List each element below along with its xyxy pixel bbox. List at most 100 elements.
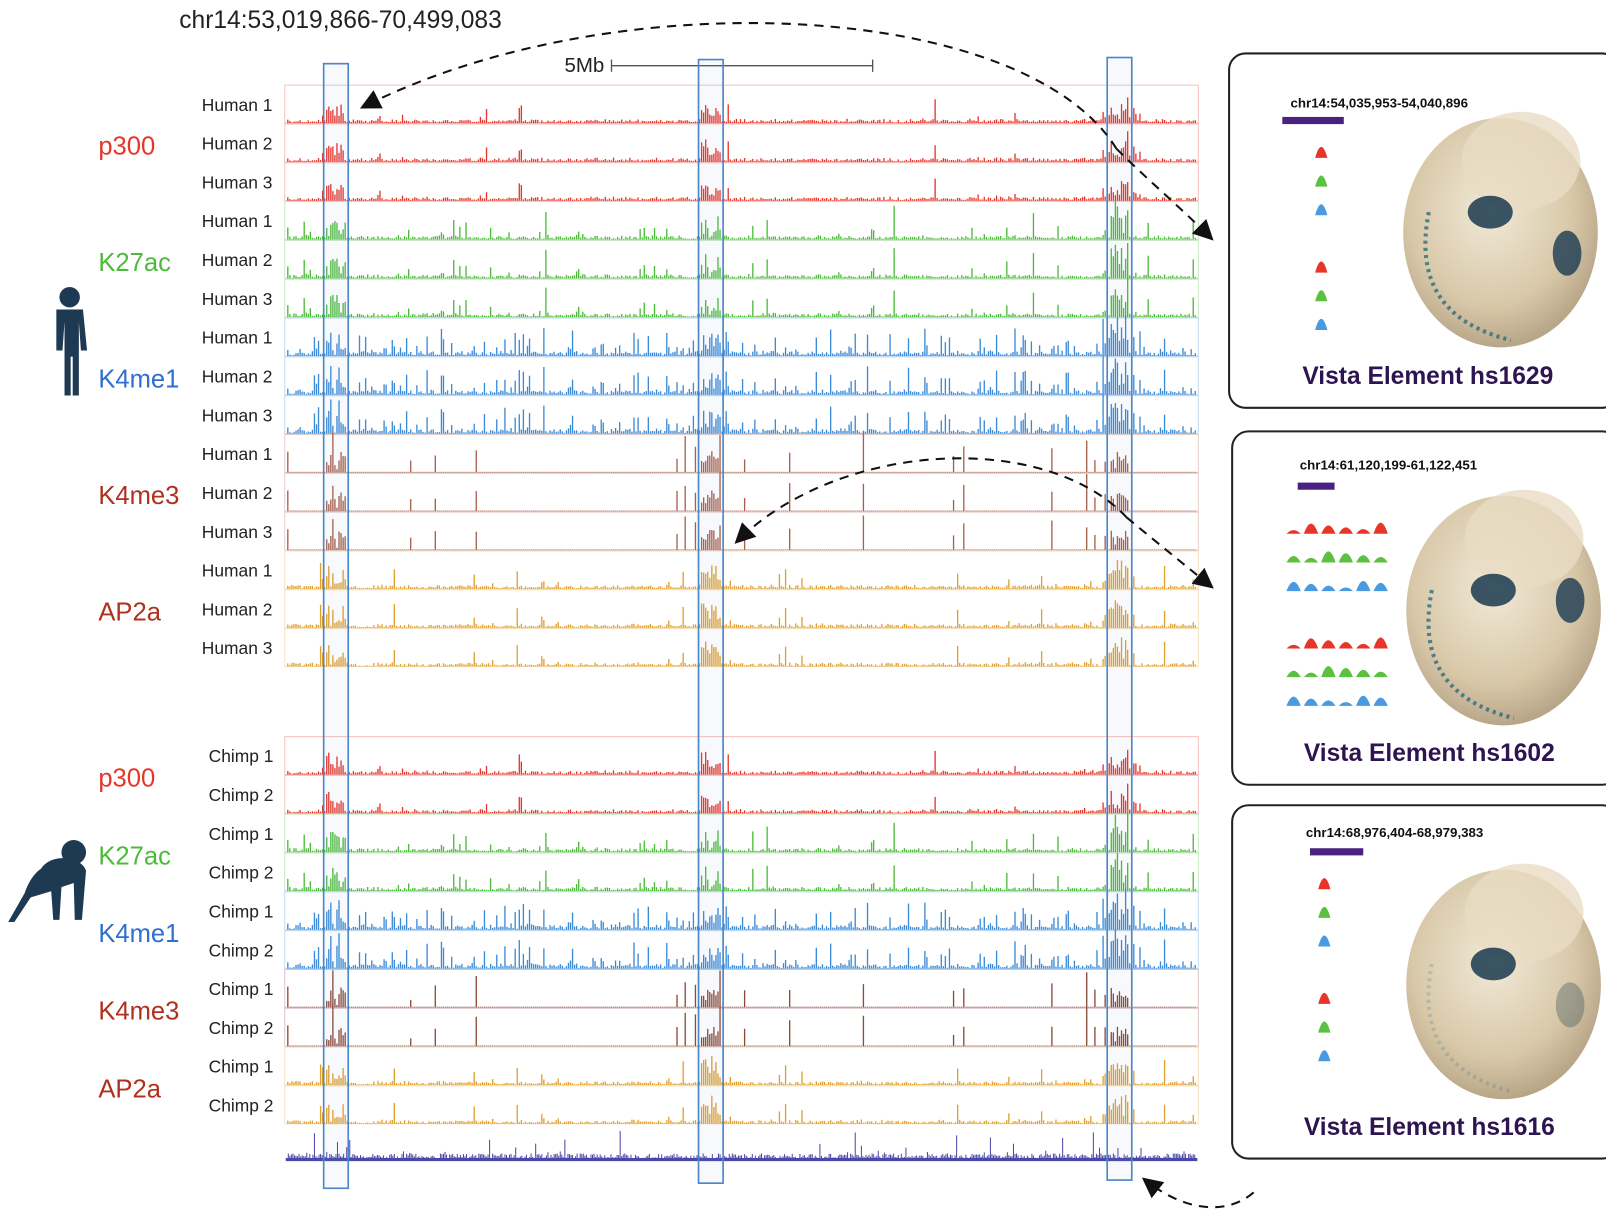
mark-label: K4me3: [98, 998, 179, 1026]
arrow: [737, 458, 1126, 541]
panel-title: Vista Element hs1602: [1304, 740, 1555, 767]
embryo-head: [1462, 112, 1581, 210]
track-label: Human 3: [202, 638, 273, 658]
track-frame: [285, 629, 1199, 667]
mark-label: p300: [98, 765, 155, 793]
track-frame: [285, 240, 1199, 278]
stain: [1468, 196, 1513, 229]
track-label: Human 3: [202, 289, 273, 309]
signal: [288, 888, 1195, 929]
track-label: Chimp 2: [209, 940, 274, 960]
track-frame: [285, 396, 1199, 434]
track-label: Human 3: [202, 522, 273, 542]
signal: [288, 97, 1195, 123]
page: {"header":{"region":"chr14:53,019,866-70…: [0, 0, 1606, 1212]
signal: [288, 600, 1195, 627]
track-frame: [285, 551, 1199, 589]
track-frame: [285, 473, 1199, 511]
stain: [1556, 578, 1585, 623]
track-frame: [285, 970, 1199, 1008]
track-label: Human 1: [202, 211, 273, 231]
scale-bar: [611, 60, 872, 72]
mark-label: AP2a: [98, 1075, 161, 1103]
track-label: Human 2: [202, 483, 273, 503]
region-bar: [1282, 117, 1343, 124]
track-frame: [285, 737, 1199, 775]
signal: [288, 431, 1195, 472]
track-label: Chimp 1: [209, 901, 274, 921]
signal: [288, 784, 1195, 814]
track-frame: [285, 931, 1199, 969]
signal: [288, 179, 1195, 201]
track-label: Chimp 1: [209, 1057, 274, 1077]
panel-title: Vista Element hs1629: [1302, 363, 1553, 390]
track-frame: [285, 1086, 1199, 1124]
track-label: Human 3: [202, 172, 273, 192]
signal: [288, 809, 1195, 852]
track-label: Human 1: [202, 561, 273, 581]
signal: [288, 315, 1195, 356]
highlight-boxes: [324, 58, 1132, 1189]
signal: [288, 470, 1195, 511]
track-label: Chimp 1: [209, 979, 274, 999]
mark-label: K27ac: [98, 842, 171, 870]
stain: [1471, 574, 1516, 607]
signal: [288, 853, 1195, 891]
panel-title: Vista Element hs1616: [1304, 1114, 1555, 1141]
highlight: [324, 64, 349, 1189]
mark-label: K4me3: [98, 482, 179, 510]
mark-label: K4me1: [98, 920, 179, 948]
human-icon: [56, 287, 87, 396]
tracks: [285, 85, 1199, 1159]
mark-label: K27ac: [98, 249, 171, 277]
region-bar: [1298, 483, 1335, 490]
track-label: Human 3: [202, 405, 273, 425]
signal: [288, 356, 1195, 395]
track-label: Human 1: [202, 95, 273, 115]
track-label: Chimp 2: [209, 785, 274, 805]
track-label: Chimp 1: [209, 746, 274, 766]
mark-label: AP2a: [98, 599, 161, 627]
track-frame: [285, 814, 1199, 852]
stain: [1553, 231, 1582, 276]
track-frame: [285, 1008, 1199, 1046]
track-frame: [285, 590, 1199, 628]
track-label: Human 2: [202, 134, 273, 154]
mark-label: K4me1: [98, 366, 179, 394]
signal: [288, 560, 1195, 589]
panel-region: chr14:54,035,953-54,040,896: [1291, 96, 1468, 111]
signal: [288, 928, 1195, 968]
stain: [1471, 948, 1516, 981]
track-label: Human 1: [202, 328, 273, 348]
track-label: Human 2: [202, 599, 273, 619]
panels: chr14:54,035,953-54,040,896 Vista Element…: [1229, 53, 1606, 1158]
track-label: Chimp 2: [209, 1018, 274, 1038]
arrow: [1145, 1180, 1254, 1207]
track-label: Human 2: [202, 250, 273, 270]
panel-region: chr14:68,976,404-68,979,383: [1306, 825, 1483, 840]
region-bar: [1310, 848, 1363, 855]
signal: [288, 200, 1195, 239]
track-frame: [285, 435, 1199, 473]
track-frame: [285, 1047, 1199, 1085]
signal: [288, 131, 1195, 162]
signal: [288, 750, 1195, 775]
track-frame: [285, 892, 1199, 930]
panel-region: chr14:61,120,199-61,122,451: [1300, 457, 1478, 472]
track-frame: [285, 775, 1199, 813]
mark-label: p300: [98, 133, 155, 161]
signal: [288, 1056, 1195, 1085]
signal: [288, 1095, 1195, 1124]
signal: [288, 1004, 1195, 1047]
track-label: Chimp 2: [209, 863, 274, 883]
track-frame: [285, 124, 1199, 162]
signal: [288, 970, 1195, 1007]
track-frame: [285, 279, 1199, 317]
track-label: Chimp 2: [209, 1096, 274, 1116]
track-frame: [285, 163, 1199, 201]
signal: [288, 243, 1195, 278]
highlight: [1107, 58, 1132, 1181]
track-frame: [285, 512, 1199, 550]
track-frame: [285, 318, 1199, 356]
track-frame: [285, 85, 1199, 123]
